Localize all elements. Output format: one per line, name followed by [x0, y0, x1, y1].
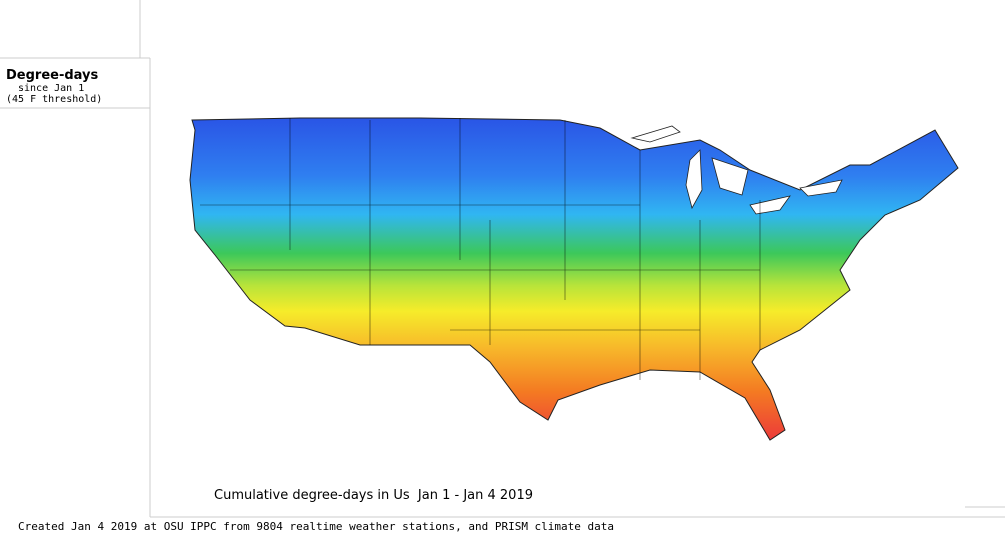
legend-note: (45 F threshold)	[6, 94, 103, 105]
legend-title: Degree-days	[6, 68, 99, 83]
footer-credit: Created Jan 4 2019 at OSU IPPC from 9804…	[18, 520, 615, 533]
legend-subtitle: since Jan 1	[18, 83, 85, 94]
us-heat-map	[189, 117, 959, 441]
map-title: Cumulative degree-days in Us Jan 1 - Jan…	[214, 488, 533, 503]
frame-lines	[0, 0, 1005, 518]
state-borders	[200, 118, 761, 380]
great-lakes	[630, 125, 843, 215]
